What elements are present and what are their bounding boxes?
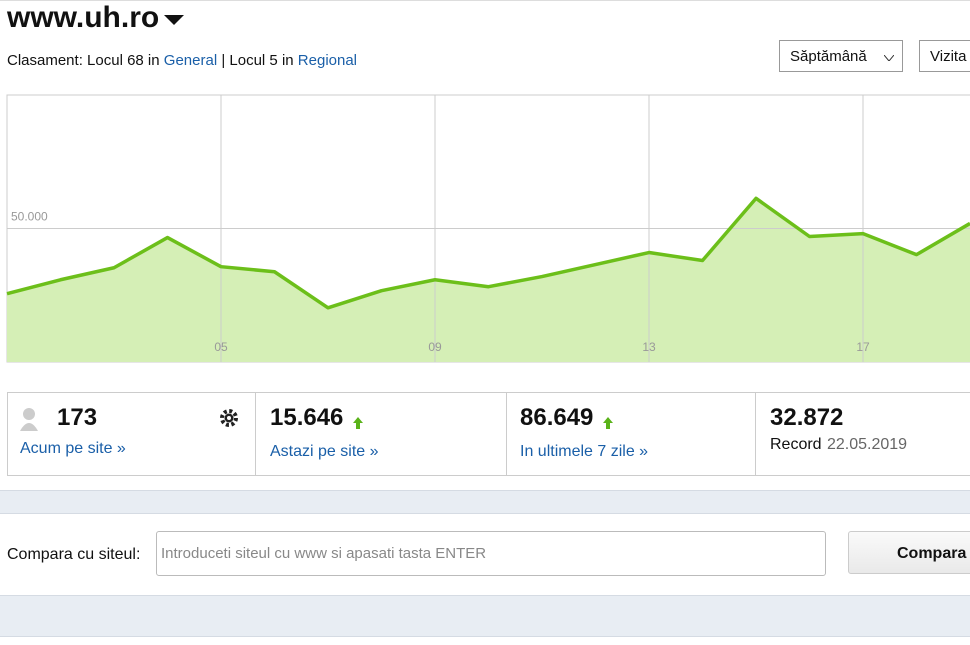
rank-text: Locul 68 in bbox=[87, 52, 160, 69]
caret bbox=[164, 15, 185, 25]
record-label: Record bbox=[770, 436, 822, 453]
area bbox=[7, 198, 970, 362]
separator-band bbox=[0, 490, 970, 514]
rank-link[interactable]: General bbox=[163, 52, 218, 69]
rank-text: Locul 5 in bbox=[229, 52, 294, 69]
rank-link[interactable]: Regional bbox=[297, 52, 358, 69]
line bbox=[6, 196, 970, 310]
x-tick-label: 13 bbox=[642, 340, 656, 354]
x-tick-label: 17 bbox=[856, 340, 870, 354]
button-label: Compara bbox=[897, 545, 967, 562]
up-arrow bbox=[353, 417, 363, 429]
separator-band bbox=[0, 595, 970, 637]
site-name[interactable]: www.uh.ro bbox=[7, 1, 160, 34]
top-border bbox=[0, 0, 970, 1]
ranking-label: Clasament: bbox=[7, 52, 83, 69]
stat-link[interactable]: In ultimele 7 zile » bbox=[520, 443, 649, 460]
stats-box bbox=[7, 392, 970, 476]
x-tick-label: 05 bbox=[214, 340, 228, 354]
record-date: 22.05.2019 bbox=[827, 436, 908, 453]
stat-cell: 86.649 In ultimele 7 zile » bbox=[507, 392, 756, 476]
compare-label: Compara cu siteul: bbox=[7, 546, 141, 563]
stat-value: 173 bbox=[57, 404, 98, 431]
y-tick-label: 50.000 bbox=[11, 210, 48, 224]
stat-value: 86.649 bbox=[520, 404, 594, 431]
chart: 50.000 05 09 13 17 bbox=[6, 94, 970, 363]
period-select[interactable]: Săptămână bbox=[779, 40, 903, 72]
stat-cell: 173 Acum pe site » bbox=[7, 392, 256, 476]
metric-select[interactable]: Vizita bbox=[919, 40, 970, 72]
stat-link[interactable]: Acum pe site » bbox=[20, 440, 126, 457]
site-title[interactable]: www.uh.ro bbox=[7, 1, 185, 35]
compare-button[interactable]: Compara bbox=[848, 531, 970, 574]
stat-value: 15.646 bbox=[270, 404, 344, 431]
placeholder: Introduceti siteul cu www si apasati tas… bbox=[161, 545, 487, 562]
stat-cell: 15.646 Astazi pe site » bbox=[256, 392, 507, 476]
separator: | bbox=[221, 52, 226, 69]
stat-value: 32.872 bbox=[770, 404, 844, 431]
gear-icon[interactable] bbox=[219, 408, 239, 428]
stat-cell: 32.872 Record 22.05.2019 bbox=[756, 392, 970, 476]
metric-value: Vizita bbox=[930, 48, 967, 65]
period-value: Săptămână bbox=[790, 48, 867, 65]
x-tick-label: 09 bbox=[428, 340, 442, 354]
user-icon bbox=[20, 408, 38, 431]
stat-link[interactable]: Astazi pe site » bbox=[270, 443, 379, 460]
compare-input[interactable]: Introduceti siteul cu www si apasati tas… bbox=[156, 531, 826, 576]
ranking: Clasament: Locul 68 in General | Locul 5… bbox=[7, 52, 357, 69]
up-arrow bbox=[603, 417, 613, 429]
select-arrow bbox=[884, 55, 894, 61]
